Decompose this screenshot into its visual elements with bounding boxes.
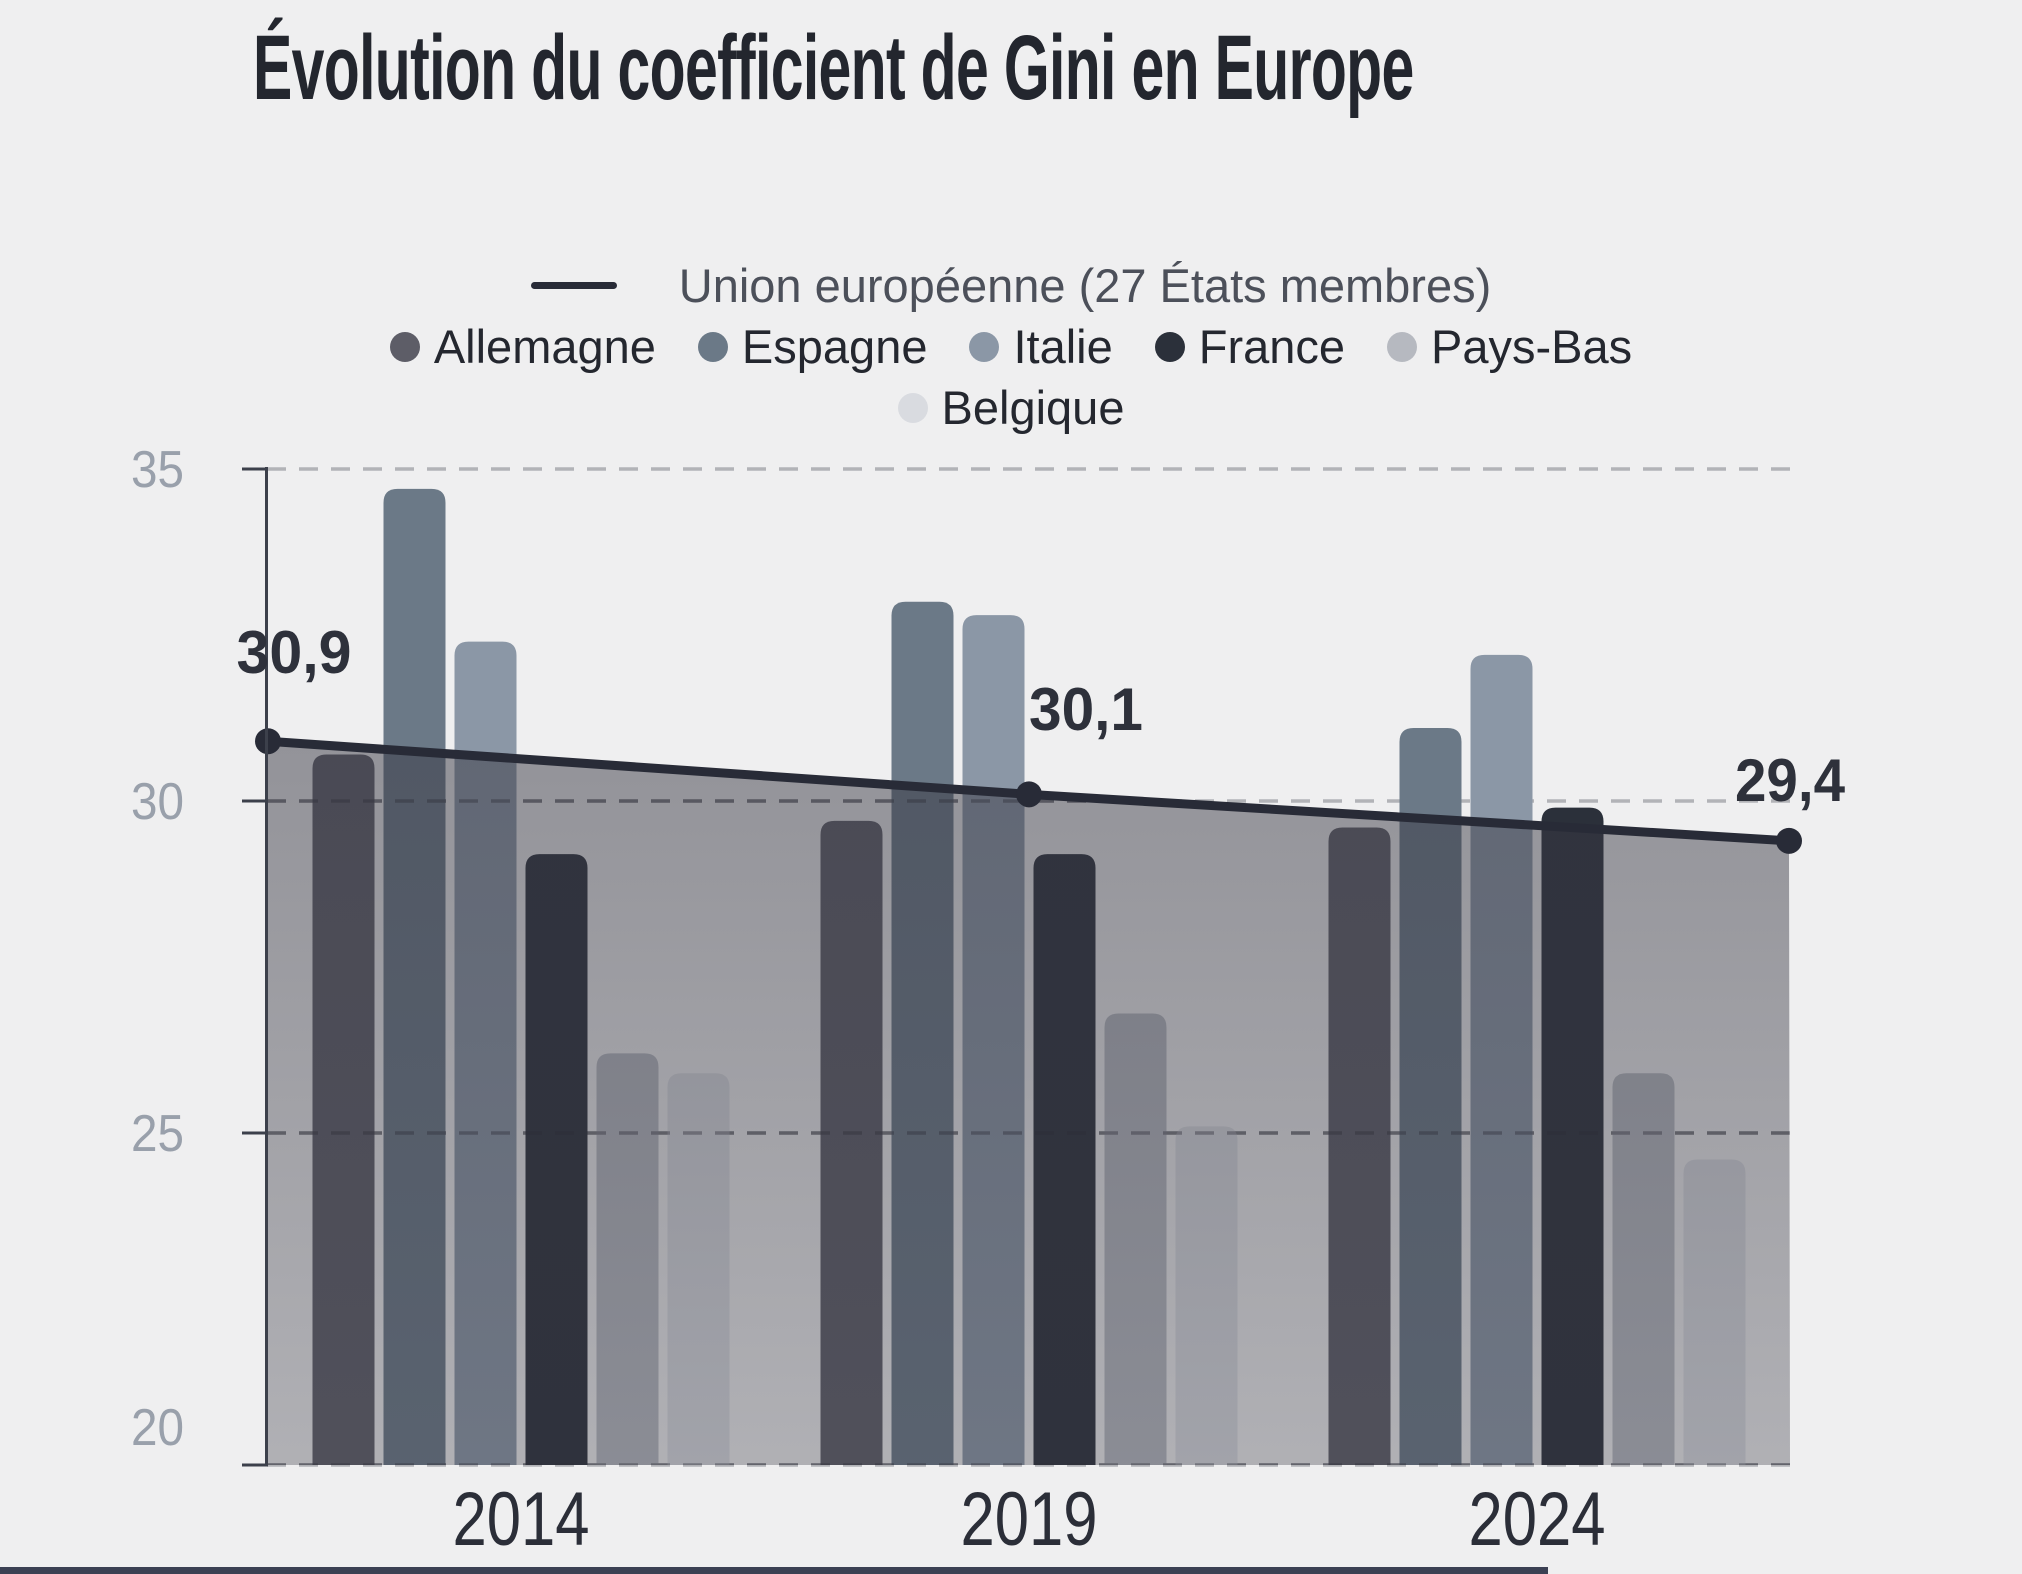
legend-dot-icon (697, 331, 728, 362)
legend-dot-icon (969, 331, 1000, 362)
legend-item-belgique: Belgique (897, 380, 1125, 435)
legend-item-espagne: Espagne (697, 319, 928, 374)
chart-legend: Union européenne (27 États membres) Alle… (0, 258, 2022, 435)
y-tick-label-25: 25 (131, 1105, 184, 1163)
legend-dot-icon (1154, 331, 1185, 362)
y-tick-label-30: 30 (131, 773, 184, 831)
legend-item-label: France (1198, 320, 1346, 373)
x-tick-label-2019: 2019 (961, 1477, 1098, 1562)
legend-eu-line-label: Union européenne (27 États membres) (678, 259, 1492, 312)
legend-item-allemagne: Allemagne (389, 319, 656, 374)
page-title: Évolution du coefficient de Gini en Euro… (253, 17, 1414, 119)
eu-value-label-2014: 30,9 (237, 619, 352, 686)
x-tick-label-2014: 2014 (453, 1477, 590, 1562)
legend-item-label: Pays-Bas (1431, 320, 1633, 373)
legend-eu-line: Union européenne (27 États membres) (530, 258, 1492, 313)
legend-item-label: Allemagne (433, 320, 656, 373)
legend-item-label: Italie (1013, 320, 1113, 373)
eu-line-swatch-icon (530, 282, 617, 289)
legend-dot-icon (897, 392, 928, 423)
legend-dot-icon (389, 331, 420, 362)
eu-line-point-2024 (1776, 827, 1802, 854)
legend-dot-icon (1387, 331, 1418, 362)
legend-item-france: France (1154, 319, 1346, 374)
y-tick-label-20: 20 (131, 1399, 184, 1457)
eu-line-point-2019 (1016, 781, 1042, 808)
legend-item-label: Espagne (741, 320, 928, 373)
legend-item-label: Belgique (941, 381, 1125, 434)
legend-countries-row: Allemagne Espagne Italie France Pays-Bas (389, 319, 1632, 374)
legend-countries-row-2: Belgique (897, 380, 1125, 435)
bottom-accent-bar (0, 1567, 1548, 1574)
y-tick-label-35: 35 (131, 441, 184, 499)
eu-value-label-2024: 29,4 (1735, 747, 1846, 814)
eu-line-area-fill (268, 741, 1790, 1465)
legend-item-italie: Italie (969, 319, 1113, 374)
legend-item-pays-bas: Pays-Bas (1387, 319, 1632, 374)
eu-value-label-2019: 30,1 (1029, 676, 1143, 743)
x-tick-label-2024: 2024 (1469, 1477, 1606, 1562)
